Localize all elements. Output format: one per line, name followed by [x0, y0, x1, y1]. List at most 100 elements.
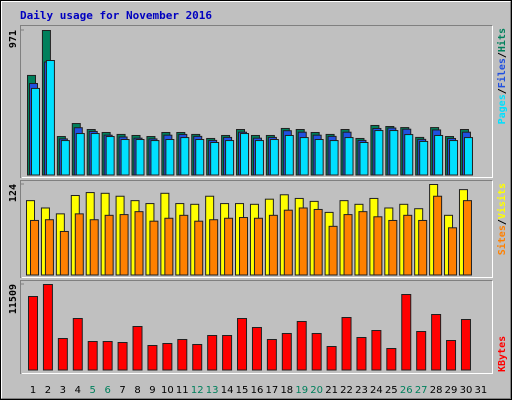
x-tick-label: 24	[370, 385, 383, 396]
legend: KBytes	[497, 336, 508, 372]
bar	[356, 337, 367, 371]
bar	[192, 343, 203, 371]
bar	[222, 334, 233, 371]
x-tick-label: 13	[206, 385, 219, 396]
bar	[326, 345, 337, 371]
legend: Pages/Files/Hits	[496, 28, 508, 124]
bar	[87, 340, 98, 371]
x-tick-label: 25	[385, 385, 398, 396]
bar	[433, 195, 443, 276]
bar	[373, 216, 383, 276]
bar	[225, 140, 235, 176]
x-tick-label: 3	[60, 385, 66, 396]
bar	[403, 214, 413, 276]
bar	[30, 219, 39, 276]
bar	[117, 342, 128, 371]
bar	[147, 344, 158, 371]
x-tick-label: 9	[149, 385, 155, 396]
bar	[313, 208, 323, 276]
x-tick-label: 31	[475, 385, 488, 396]
bar	[195, 139, 205, 176]
bar	[150, 140, 160, 176]
x-tick-label: 18	[280, 385, 293, 396]
bar	[344, 137, 354, 176]
bar	[253, 217, 263, 276]
bar	[104, 214, 114, 276]
legend-entry: Files	[496, 58, 508, 88]
x-tick-label: 15	[236, 385, 249, 396]
bar	[462, 200, 472, 276]
bar	[254, 140, 264, 176]
y-tick-label: 971	[8, 30, 19, 48]
bar	[42, 284, 53, 371]
bar	[374, 130, 384, 176]
bar	[314, 139, 324, 176]
bar	[134, 211, 144, 276]
legend: Sites/Visits	[496, 183, 508, 255]
bar	[431, 314, 442, 371]
bar	[209, 219, 219, 276]
x-tick-label: 8	[134, 385, 140, 396]
x-tick-label: 23	[355, 385, 368, 396]
bar	[343, 214, 353, 276]
bar	[266, 338, 277, 371]
bar	[311, 332, 322, 371]
bar	[135, 139, 145, 176]
bar	[329, 140, 339, 176]
bar	[240, 133, 250, 176]
x-tick-label: 28	[430, 385, 443, 396]
x-tick-label: 5	[90, 385, 96, 396]
bar	[460, 319, 471, 371]
bar	[59, 230, 69, 276]
bar	[298, 207, 308, 276]
bar	[328, 225, 338, 276]
bar	[45, 60, 55, 176]
bar	[416, 331, 427, 371]
x-tick-label: 20	[310, 385, 323, 396]
bar	[237, 317, 248, 371]
bar	[74, 213, 84, 276]
bar	[28, 296, 38, 371]
bar	[89, 219, 99, 276]
bar	[75, 133, 85, 176]
bar	[386, 348, 397, 371]
bar	[132, 326, 143, 371]
bar	[358, 211, 368, 276]
bar	[207, 334, 218, 371]
bar	[268, 214, 278, 276]
bar	[119, 214, 129, 276]
bar	[164, 217, 174, 276]
bar	[463, 137, 473, 176]
legend-separator: /	[497, 219, 508, 225]
bar	[179, 214, 189, 276]
x-tick-label: 21	[325, 385, 338, 396]
bar	[105, 136, 115, 176]
x-tick-label: 6	[104, 385, 110, 396]
bar	[224, 217, 234, 276]
bar	[434, 134, 444, 176]
x-tick-label: 10	[161, 385, 174, 396]
bar	[120, 139, 130, 176]
x-tick-label: 22	[340, 385, 353, 396]
x-tick-label: 11	[176, 385, 189, 396]
x-tick-label: 30	[460, 385, 473, 396]
bar	[162, 343, 173, 371]
bar	[44, 219, 54, 276]
legend-entry: Visits	[496, 183, 508, 219]
bar	[269, 139, 279, 176]
bar	[57, 338, 68, 371]
bar	[449, 140, 459, 176]
bar	[177, 338, 188, 371]
legend-entry: Hits	[496, 28, 508, 52]
x-tick-label: 2	[45, 385, 51, 396]
y-tick-label: 11509	[8, 284, 19, 314]
bar	[341, 316, 352, 371]
bar	[283, 209, 293, 276]
bar	[371, 330, 382, 371]
x-tick-label: 26	[400, 385, 413, 396]
bar	[210, 141, 220, 176]
bar	[296, 320, 307, 371]
